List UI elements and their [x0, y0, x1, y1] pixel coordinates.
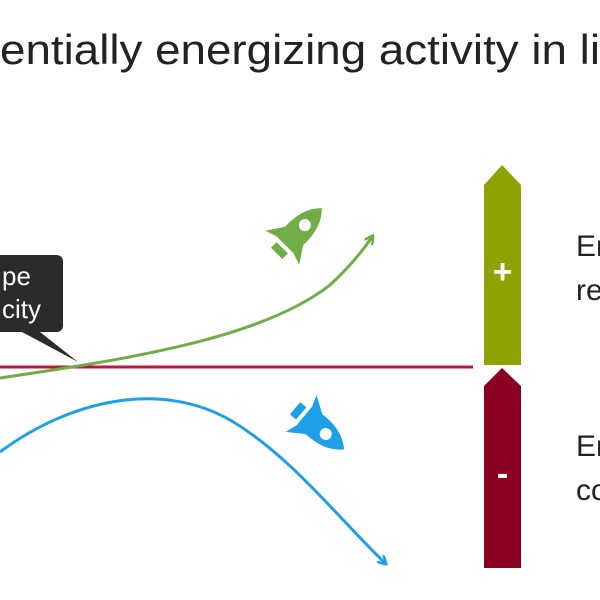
minus-sign: -	[497, 455, 508, 493]
negative-bar	[484, 368, 521, 568]
rocket-icon	[285, 395, 345, 450]
callout-line: city	[2, 294, 41, 324]
draining-curve	[0, 397, 385, 563]
side-label: re	[576, 274, 600, 307]
rocket-icon	[265, 208, 322, 265]
callout-box	[0, 255, 78, 362]
plus-sign: +	[493, 253, 513, 291]
energizing-curve	[0, 237, 372, 380]
callout-line: pe	[2, 261, 31, 291]
side-label: Er	[576, 230, 600, 263]
title: entially energizing activity in li	[0, 26, 600, 73]
side-label: co	[576, 474, 600, 507]
side-label: Er	[576, 430, 600, 463]
positive-bar	[484, 165, 521, 365]
